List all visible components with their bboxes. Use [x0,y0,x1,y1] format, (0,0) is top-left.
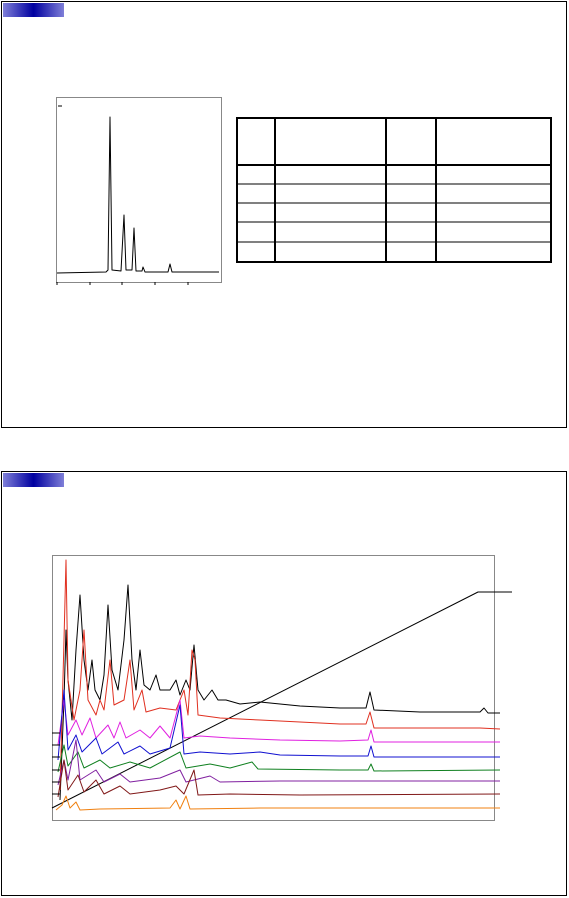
x-ticks [56,282,189,285]
slide-bottom [1,471,567,896]
gradient-line [51,591,512,809]
trace [55,795,500,811]
chart-frame [56,97,222,283]
table [236,117,552,263]
trace [57,739,500,786]
chromatogram-overlay [51,555,512,821]
trace [59,559,501,791]
trace [57,689,500,761]
trace [57,759,501,798]
slide-top [1,1,567,428]
chromatogram-small [56,97,222,285]
slide-frame [1,1,567,428]
trace [57,744,501,773]
trace [56,116,219,274]
slide-tab [3,3,64,17]
y-ticks [52,732,60,795]
slide-frame [1,471,567,896]
trace [57,699,500,746]
table-frame [236,117,552,263]
slide-tab [3,473,64,487]
